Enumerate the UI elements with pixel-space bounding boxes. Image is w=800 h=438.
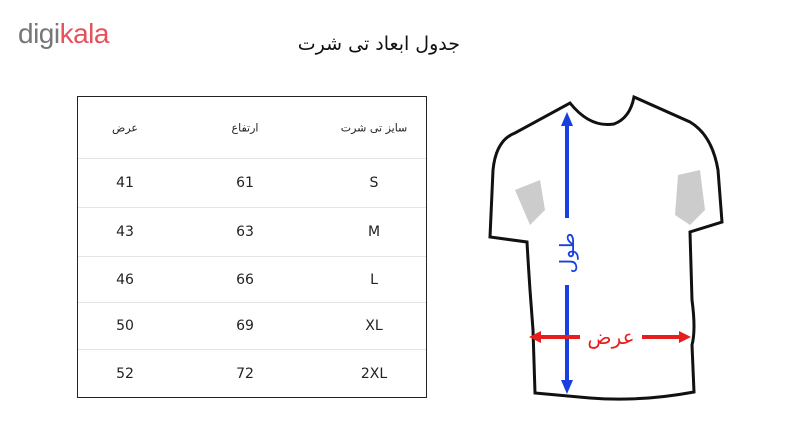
width-arrow	[529, 331, 691, 343]
height-cell: 66	[236, 271, 254, 288]
width-cell: 41	[116, 175, 134, 191]
table-row: 50 69 XL	[78, 303, 426, 350]
page-title: جدول ابعاد تی شرت	[297, 33, 460, 55]
table-row: 41 61 S	[78, 159, 426, 208]
table-header-row: عرض ارتفاع سایز تی شرت	[78, 97, 426, 159]
width-cell: 50	[116, 318, 134, 334]
size-cell: 2XL	[360, 365, 388, 382]
height-cell: 63	[236, 224, 254, 240]
tshirt-shadow-left	[515, 180, 545, 225]
size-table: عرض ارتفاع سایز تی شرت 41 61 S 43 63 M 4…	[77, 96, 427, 398]
size-cell: XL	[365, 318, 383, 334]
tshirt-shadow-right	[675, 170, 705, 225]
width-label: عرض	[587, 325, 634, 349]
logo-part1: digi	[18, 18, 60, 49]
tshirt-outline	[488, 94, 724, 401]
height-cell: 69	[236, 318, 254, 334]
width-cell: 52	[116, 365, 134, 382]
logo-part2: kala	[59, 18, 110, 49]
size-cell: M	[367, 224, 381, 240]
height-cell: 61	[236, 175, 254, 191]
width-cell: 46	[116, 271, 134, 288]
header-height: ارتفاع	[231, 121, 259, 134]
header-width: عرض	[112, 121, 138, 134]
size-cell: L	[370, 271, 378, 288]
digikala-logo: digikala	[18, 18, 109, 50]
table-row: 46 66 L	[78, 257, 426, 303]
width-cell: 43	[116, 224, 134, 240]
table-row: 52 72 2XL	[78, 350, 426, 397]
size-cell: S	[369, 175, 379, 191]
height-cell: 72	[236, 365, 254, 382]
length-label: طول	[555, 233, 579, 274]
table-row: 43 63 M	[78, 208, 426, 257]
header-size: سایز تی شرت	[340, 121, 408, 134]
